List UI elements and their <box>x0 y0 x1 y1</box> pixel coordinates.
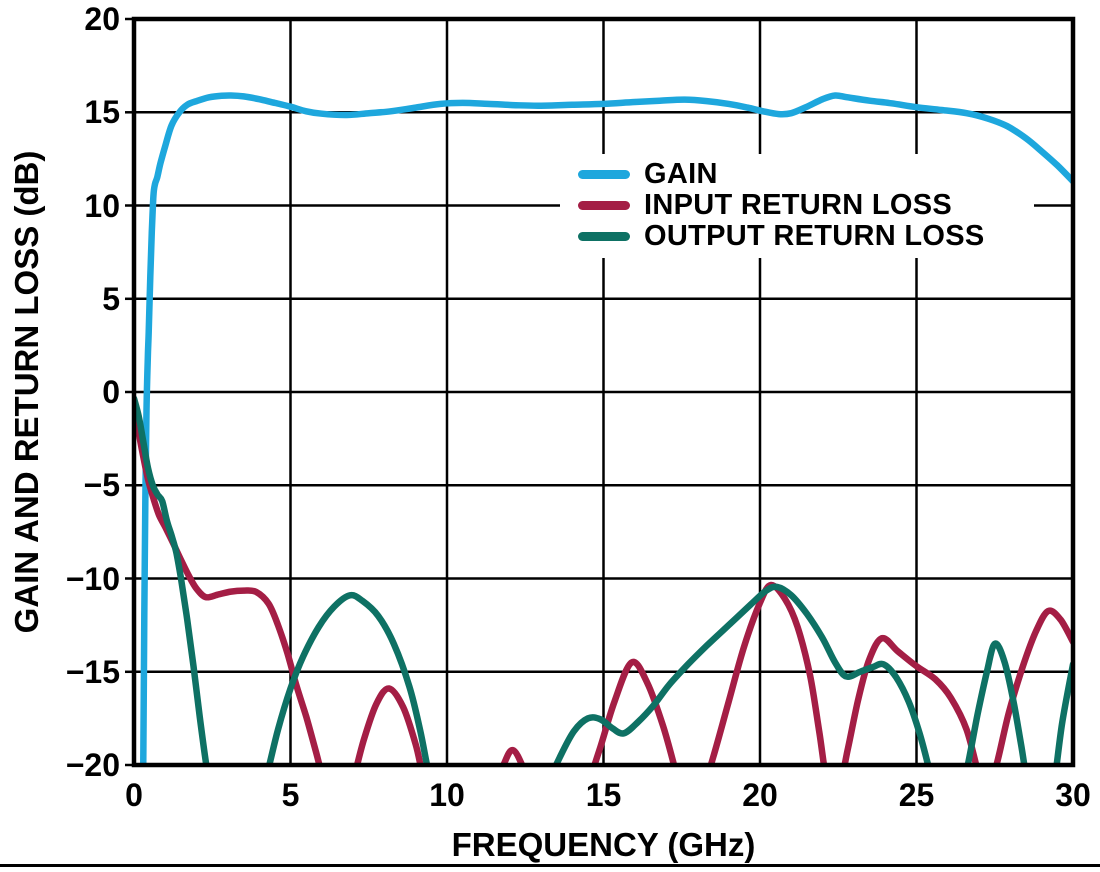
legend-label-input-return-loss: INPUT RETURN LOSS <box>644 189 952 221</box>
x-tick-label: 10 <box>429 777 465 813</box>
output-return-loss-line <box>134 395 1073 765</box>
y-tick-label: 20 <box>84 1 120 37</box>
legend-label-gain: GAIN <box>644 158 718 190</box>
x-tick-label: 25 <box>898 777 935 813</box>
x-tick-label: 15 <box>585 777 622 813</box>
legend: GAIN INPUT RETURN LOSS OUTPUT RETURN LOS… <box>560 154 1034 258</box>
y-tick-label: 5 <box>102 280 120 317</box>
legend-label-output-return-loss: OUTPUT RETURN LOSS <box>644 220 985 252</box>
legend-item-gain: GAIN <box>578 158 1034 190</box>
x-tick-label: 20 <box>742 777 778 813</box>
input-return-loss-line-swatch-icon <box>578 201 630 210</box>
y-tick-label: −20 <box>65 747 120 783</box>
y-tick-label: 10 <box>84 187 120 224</box>
output-return-loss-line-swatch-icon <box>578 232 630 241</box>
gain-line <box>139 92 1073 765</box>
page-divider-line <box>0 864 1100 867</box>
y-tick-label: 0 <box>102 374 120 410</box>
plot-border <box>131 16 1076 768</box>
input-return-loss-line <box>134 405 1073 765</box>
y-tick-label: −15 <box>65 653 120 690</box>
legend-item-output-return-loss: OUTPUT RETURN LOSS <box>578 220 1034 252</box>
x-tick-label: 0 <box>125 777 143 813</box>
y-tick-label: −5 <box>83 467 120 504</box>
x-tick-label: 30 <box>1055 777 1091 813</box>
y-tick-label: 15 <box>84 94 120 131</box>
y-axis-title: GAIN AND RETURN LOSS (dB) <box>8 150 45 634</box>
y-tick-label: −10 <box>65 560 120 597</box>
legend-item-input-return-loss: INPUT RETURN LOSS <box>578 189 1034 221</box>
gain-line-swatch-icon <box>578 170 630 179</box>
x-tick-label: 5 <box>281 777 300 813</box>
x-axis-title: FREQUENCY (GHz) <box>451 826 756 863</box>
